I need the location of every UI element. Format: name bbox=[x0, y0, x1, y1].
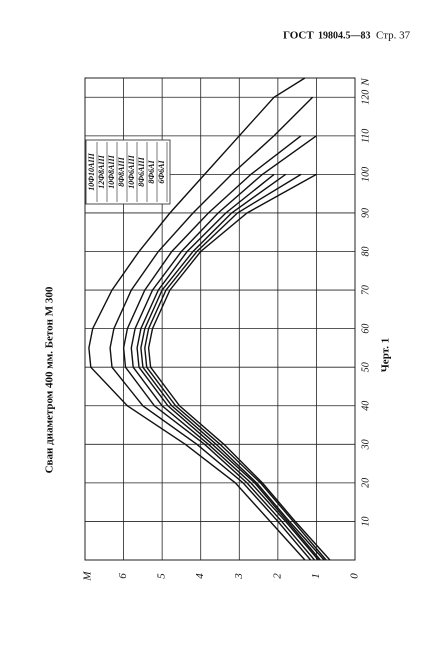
header-code: ГОСТ bbox=[283, 30, 314, 42]
y-tick-label: 2 bbox=[271, 573, 283, 579]
x-tick-label: 10 bbox=[360, 516, 371, 526]
header-page: Стр. 37 bbox=[376, 30, 411, 42]
y-tick-label: 6 bbox=[117, 573, 129, 579]
y-tick-label: 1 bbox=[310, 573, 322, 579]
legend-entry: 8Ф8АIII bbox=[117, 156, 126, 186]
legend-entry: 10Ф8АIII bbox=[107, 154, 116, 188]
legend-entry: 10Ф10АIII bbox=[87, 152, 96, 190]
legend-entry: 12Ф8АIII bbox=[97, 154, 106, 188]
y-axis-label: M bbox=[82, 571, 94, 582]
x-tick-label: 50 bbox=[360, 362, 371, 372]
x-tick-label: 20 bbox=[360, 478, 371, 488]
curve bbox=[88, 77, 306, 561]
x-axis-label: N bbox=[360, 78, 372, 87]
x-tick-label: 90 bbox=[360, 208, 371, 218]
chart-title: Сваи диаметром 400 мм. Бетон М 300 bbox=[44, 286, 56, 473]
legend-entry: 8Ф6АIII bbox=[137, 156, 146, 186]
curve bbox=[109, 96, 314, 561]
header-number: 19804.5—83 bbox=[318, 30, 371, 41]
x-tick-label: 30 bbox=[360, 439, 371, 450]
x-tick-label: 40 bbox=[360, 401, 371, 411]
legend-entry: 6Ф6АI bbox=[157, 159, 166, 183]
x-tick-label: 120 bbox=[360, 90, 371, 105]
x-tick-label: 110 bbox=[360, 129, 371, 143]
y-tick-label: 5 bbox=[156, 573, 168, 579]
curve bbox=[130, 135, 319, 561]
legend-entry: 10Ф6АIII bbox=[127, 154, 136, 188]
x-tick-label: 70 bbox=[360, 285, 371, 295]
curve bbox=[144, 173, 327, 561]
y-tick-label: 0 bbox=[349, 573, 361, 579]
y-tick-label: 3 bbox=[233, 573, 245, 580]
legend-entry: 8Ф6АI bbox=[147, 159, 156, 183]
legend-box bbox=[85, 139, 171, 205]
x-tick-label: 60 bbox=[360, 324, 371, 334]
y-tick-label: 4 bbox=[194, 573, 206, 579]
legend: 10Ф10АIII 12Ф8АIII 10Ф8АIII 8Ф8АIII 10Ф6АIII… bbox=[85, 139, 171, 205]
caption: Черт. 1 bbox=[380, 338, 392, 373]
curve bbox=[140, 173, 325, 561]
curve bbox=[136, 173, 321, 561]
curve bbox=[147, 173, 331, 561]
curve bbox=[122, 135, 316, 561]
x-tick-label: 80 bbox=[360, 247, 371, 257]
x-tick-label: 100 bbox=[360, 167, 371, 182]
